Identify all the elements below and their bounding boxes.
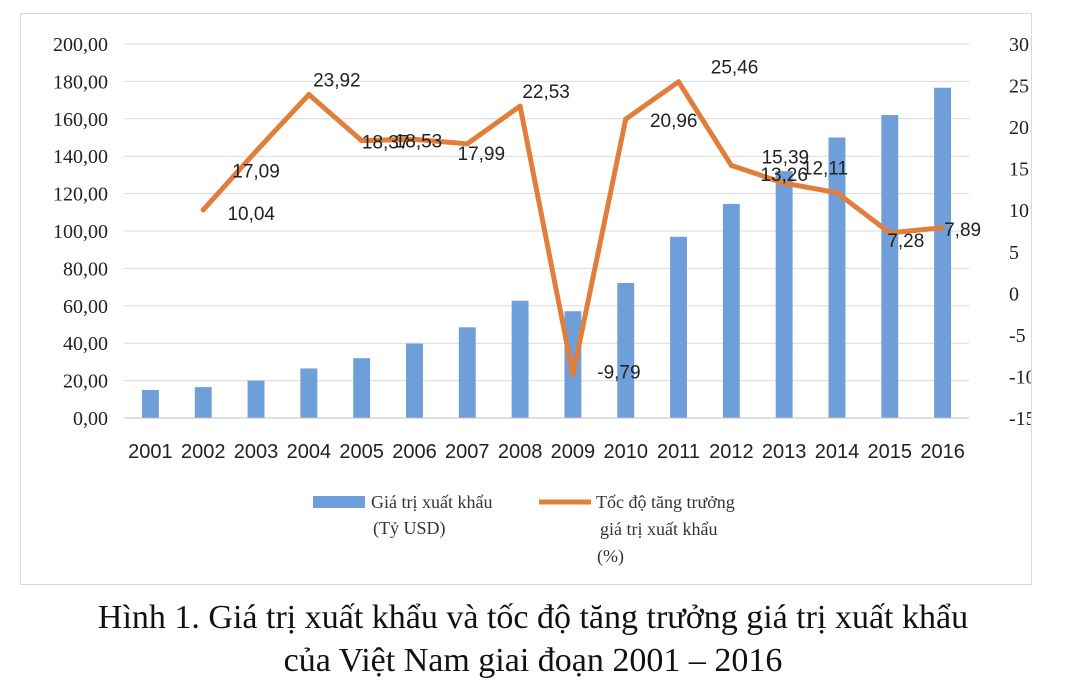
right-tick-label: -5 [1009, 325, 1026, 347]
legend-line-label-line2: giá trị xuất khẩu [600, 519, 717, 539]
left-tick-label: 0,00 [73, 408, 108, 430]
left-tick-label: 60,00 [63, 296, 108, 318]
growth-data-label: -9,79 [597, 363, 640, 384]
growth-rate-point [676, 79, 682, 85]
export-value-bar [828, 137, 846, 418]
legend-bar-swatch [313, 496, 365, 508]
x-tick-label: 2005 [339, 441, 384, 463]
growth-data-label: 22,53 [522, 82, 570, 103]
export-value-bar [300, 368, 318, 418]
left-tick-label: 200,00 [53, 34, 108, 56]
growth-data-label: 17,09 [232, 161, 280, 182]
growth-data-label: 20,96 [650, 111, 698, 132]
right-tick-label: 25 [1009, 76, 1029, 98]
growth-rate-point [200, 207, 206, 213]
legend-line-label-line1: Tốc độ tăng trưởng [596, 492, 735, 512]
legend-bar-label-line1: Giá trị xuất khẩu [371, 492, 492, 512]
right-tick-label: -15 [1009, 408, 1031, 430]
x-tick-label: 2003 [234, 441, 279, 463]
export-value-bar [722, 203, 740, 418]
right-tick-label: 5 [1009, 242, 1019, 264]
x-tick-label: 2013 [762, 441, 807, 463]
growth-rate-point [464, 141, 470, 147]
chart-frame: 10,04 17,09 23,92 18,37 18,53 17,99 22,53 -9,79… [20, 13, 1032, 585]
growth-rate-point [306, 92, 312, 98]
growth-data-label: 18,37 [362, 133, 410, 154]
left-tick-label: 120,00 [53, 184, 108, 206]
right-tick-label: 0 [1009, 283, 1019, 305]
export-value-bar [194, 387, 212, 418]
export-value-bar [934, 87, 952, 419]
left-tick-label: 40,00 [63, 333, 108, 355]
x-tick-label: 2012 [709, 441, 754, 463]
x-tick-label: 2014 [815, 441, 860, 463]
x-tick-label: 2004 [287, 441, 332, 463]
growth-data-label: 10,04 [227, 204, 275, 225]
x-tick-label: 2001 [128, 441, 173, 463]
right-tick-label: 15 [1009, 159, 1029, 181]
x-tick-label: 2002 [181, 441, 226, 463]
growth-rate-point [940, 225, 946, 231]
x-tick-label: 2007 [445, 441, 490, 463]
growth-data-label: 12,11 [802, 159, 848, 180]
legend-bar-label-line2: (Tỷ USD) [373, 518, 446, 539]
growth-rate-point [728, 162, 734, 168]
x-tick-label: 2010 [603, 441, 648, 463]
growth-rate-point [781, 180, 787, 186]
growth-data-label: 7,89 [944, 220, 981, 241]
growth-rate-point [253, 148, 259, 154]
growth-data-label: 18,53 [395, 131, 443, 152]
export-value-bar [247, 380, 265, 418]
caption-line-2: của Việt Nam giai đoạn 2001 – 2016 [283, 642, 783, 679]
growth-data-label: 15,39 [762, 147, 810, 168]
left-tick-label: 140,00 [53, 146, 108, 168]
figure-caption: Hình 1. Giá trị xuất khẩu và tốc độ tăng… [0, 596, 1066, 682]
growth-data-label: 23,92 [313, 71, 361, 92]
export-value-bar [670, 236, 687, 418]
left-tick-label: 180,00 [53, 71, 108, 93]
left-tick-label: 160,00 [53, 109, 108, 131]
export-value-bar [775, 171, 793, 418]
growth-rate-point [359, 138, 365, 144]
growth-rate-point [834, 190, 840, 196]
x-tick-label: 2006 [392, 441, 437, 463]
left-tick-label: 100,00 [53, 221, 108, 243]
right-tick-label: 20 [1009, 117, 1029, 139]
x-tick-label: 2009 [551, 441, 596, 463]
right-tick-label: -10 [1009, 366, 1031, 388]
growth-data-label: 17,99 [458, 144, 506, 165]
growth-rate-point [570, 372, 576, 378]
export-value-bar [511, 300, 529, 418]
right-tick-label: 10 [1009, 200, 1029, 222]
x-tick-label: 2008 [498, 441, 543, 463]
export-value-bar [406, 343, 423, 418]
export-value-bar [141, 389, 159, 418]
export-value-bar [881, 115, 899, 418]
growth-rate-point [411, 136, 417, 142]
bar-series [141, 87, 952, 419]
growth-data-label: 13,26 [760, 165, 808, 186]
growth-rate-point [887, 230, 893, 236]
export-value-bar [458, 327, 476, 418]
growth-rate-point [517, 103, 523, 109]
x-tick-label: 2011 [657, 441, 700, 463]
export-value-bar [617, 282, 635, 418]
left-tick-label: 80,00 [63, 258, 108, 280]
legend-line-label-line3: (%) [597, 546, 624, 567]
x-tick-label: 2015 [868, 441, 913, 463]
growth-rate-point [623, 116, 629, 122]
growth-data-label: 7,28 [887, 231, 924, 252]
axes: 0,00 20,00 40,00 60,00 80,00 100,00 120,00 140,… [53, 34, 1031, 463]
growth-data-label: 25,46 [711, 58, 759, 79]
left-tick-label: 20,00 [63, 371, 108, 393]
caption-line-1: Hình 1. Giá trị xuất khẩu và tốc độ tăng… [97, 599, 969, 636]
export-value-bar [353, 358, 371, 418]
growth-line-series [200, 79, 946, 378]
legend: Giá trị xuất khẩu (Tỷ USD) Tốc độ tăng t… [313, 492, 735, 567]
x-tick-label: 2016 [920, 441, 965, 463]
right-tick-label: 30 [1009, 34, 1029, 56]
